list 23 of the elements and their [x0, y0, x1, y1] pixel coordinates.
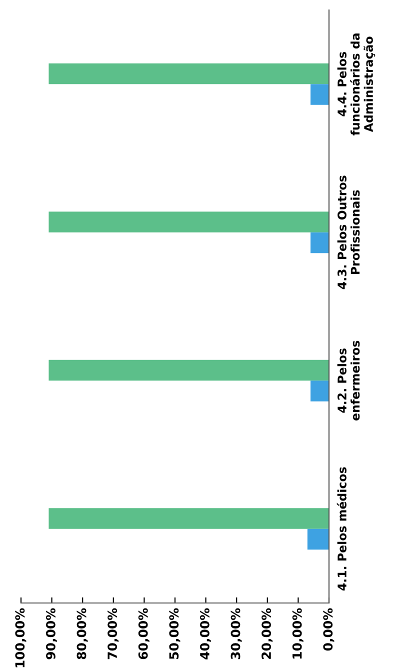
- bar: [307, 528, 329, 550]
- x-tick-label: 90,00%: [46, 608, 58, 660]
- bar: [48, 63, 329, 84]
- bar: [48, 212, 329, 232]
- x-tick-label: 80,00%: [76, 608, 88, 660]
- x-tick-label: 30,00%: [230, 608, 242, 660]
- y-tick-label: 4.3. Pelos Outros Profissionais: [337, 176, 360, 290]
- bar: [310, 380, 329, 402]
- bar: [48, 360, 329, 381]
- x-tick-label: 70,00%: [108, 608, 119, 660]
- x-tick-label: 40,00%: [200, 608, 212, 660]
- x-tick-label: 100,00%: [15, 608, 26, 668]
- x-tick-label: 50,00%: [169, 608, 180, 659]
- x-tick-label: 60,00%: [138, 608, 150, 660]
- bar: [310, 232, 329, 254]
- y-tick-label: 4.1. Pelos médicos: [336, 467, 346, 591]
- bar: [48, 508, 329, 529]
- y-tick-label: 4.4. Pelos funcionários da Administração: [337, 34, 376, 136]
- x-tick-label: 0,00%: [323, 608, 334, 651]
- y-tick-label: 4.2. Pelos enfermeiros: [337, 340, 360, 420]
- x-tick-label: 20,00%: [262, 608, 273, 659]
- x-tick-label: 10,00%: [292, 608, 304, 659]
- bar: [310, 84, 329, 105]
